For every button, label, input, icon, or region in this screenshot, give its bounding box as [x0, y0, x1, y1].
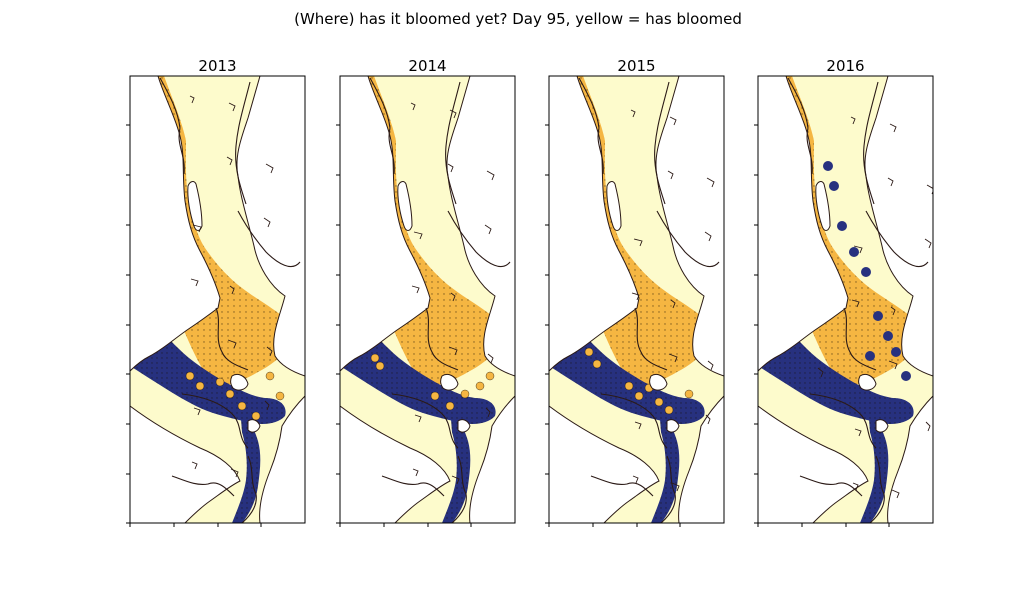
map-panel-2013: 2013 [126, 57, 306, 527]
map-panel-2014: 2014 [336, 57, 516, 527]
panel-title-2013: 2013 [198, 57, 236, 75]
figure-title: (Where) has it bloomed yet? Day 95, yell… [0, 10, 1036, 28]
map-panel-2016: 2016 [754, 57, 934, 527]
map-panel-2015: 2015 [545, 57, 725, 527]
panel-title-2014: 2014 [408, 57, 446, 75]
panel-title-2016: 2016 [826, 57, 864, 75]
panel-title-2015: 2015 [617, 57, 655, 75]
